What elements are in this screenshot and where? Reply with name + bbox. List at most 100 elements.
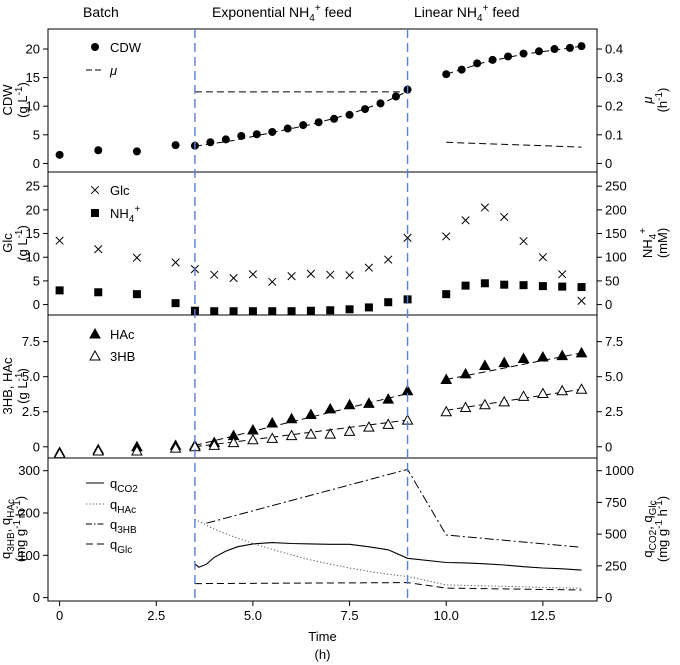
data-point-cdw [55, 150, 64, 159]
data-point-hac [343, 398, 356, 410]
tick-label-right: 0.4 [605, 42, 623, 57]
data-point-nh- [461, 281, 470, 290]
legend-label-mu: μ [109, 63, 117, 78]
panel-frame [47, 457, 598, 602]
data-point-glc [268, 277, 277, 287]
data-point-cdw [206, 138, 215, 147]
tick-label-left: 0 [33, 590, 40, 605]
y-axis-label-nh4-line: (mM) [655, 228, 670, 258]
data-point-hac [382, 393, 395, 404]
data-point-hac [537, 351, 549, 362]
data-point-glc [538, 253, 548, 262]
tick-label-x: 10.0 [434, 608, 459, 623]
data-point-nh- [345, 305, 354, 314]
tick-label-x: 0 [56, 608, 63, 623]
x-axis-unit: (h) [315, 647, 331, 662]
data-point-glc [558, 270, 567, 279]
data-point-3hb [575, 383, 588, 394]
data-point-3hb [266, 432, 279, 443]
tick-label-left: 15 [26, 70, 40, 85]
data-point-cdw [376, 99, 385, 108]
tick-label-left: 15 [26, 226, 40, 241]
data-point-hac [266, 416, 279, 428]
data-point-3hb [131, 444, 143, 456]
tick-label-left: 2.5 [22, 404, 40, 419]
data-point-cdw [171, 141, 180, 150]
data-point-cdw [519, 49, 528, 58]
data-point-glc [403, 233, 412, 242]
data-point-hac [556, 349, 569, 361]
phase-labels: Batch Exponential NH4+ feed Linear NH4+ … [83, 3, 520, 24]
tick-label-x: 12.5 [530, 608, 555, 623]
tick-label-left: 20 [26, 42, 40, 57]
data-point-cdw [237, 131, 246, 140]
data-point-cdw [391, 92, 400, 101]
data-point-glc [229, 273, 238, 283]
data-point-3hb [363, 421, 375, 432]
y-axis-label-nh4: NH4+ (mM) [638, 228, 670, 258]
data-point-hac [479, 359, 491, 370]
series-line-qco2 [194, 542, 582, 571]
data-point-cdw [268, 127, 277, 136]
series-markers [53, 42, 588, 459]
data-point-nh- [210, 307, 219, 316]
data-point-glc [461, 216, 470, 225]
legend-label-nh4: NH4+ [110, 204, 140, 225]
data-point-cdw [550, 45, 559, 54]
legend-marker-hac [89, 327, 101, 339]
data-point-nh- [558, 282, 567, 291]
y-axis-label-cdw-line: (g L-1) [14, 82, 30, 118]
axis-labels: CDW (g L-1)μ(h-1)Glc (g L-1)NH4+ (mM)3HB, H… [0, 82, 670, 662]
data-point-hac [324, 402, 337, 414]
data-point-glc [500, 212, 509, 222]
tick-label-left: 200 [18, 506, 40, 521]
tick-label-right: 0 [605, 297, 612, 312]
tick-label-x: 7.5 [341, 608, 359, 623]
tick-label-x: 5.0 [244, 608, 262, 623]
tick-label-left: 300 [18, 463, 40, 478]
tick-label-right: 0.1 [605, 127, 623, 142]
tick-label-left: 0 [33, 156, 40, 171]
legend-label-q3hb: q3HB [110, 517, 137, 536]
series-line-q3hb [206, 468, 582, 548]
data-point-nh- [171, 299, 180, 308]
data-point-hac [247, 423, 259, 435]
series-lines [194, 45, 582, 591]
data-point-hac [285, 412, 298, 424]
series-line-hac-fit [194, 393, 408, 446]
data-point-cdw [565, 43, 574, 52]
phase-label-linear: Linear NH4+ feed [414, 3, 520, 24]
data-point-hac [459, 367, 472, 379]
legend-label-glc: Glc [110, 183, 130, 198]
data-point-nh- [55, 286, 64, 295]
y-axis-label-mu-line: (h-1) [654, 88, 670, 113]
tick-label-right: 0.3 [605, 70, 623, 85]
series-line-cdw-fit [194, 90, 408, 147]
data-point-3hb [498, 395, 511, 407]
legend-label-qco2: qCO2 [110, 476, 138, 495]
tick-label-left: 10 [26, 250, 40, 265]
data-point-glc [345, 271, 354, 280]
y-axis-label-qco2-qglc: qCO2, qGlc(mg g-1 h-1) [640, 496, 670, 562]
data-point-cdw [330, 114, 339, 123]
data-point-nh- [248, 307, 257, 316]
data-point-glc [519, 236, 528, 246]
data-point-3hb [305, 428, 317, 439]
data-point-nh- [132, 290, 141, 299]
data-point-3hb [459, 401, 472, 413]
data-point-3hb [556, 384, 569, 396]
data-point-hac [363, 397, 375, 408]
legend-label-hac: HAc [110, 327, 135, 342]
legend-marker-3hb [89, 349, 101, 361]
tick-label-right: 0 [605, 439, 612, 454]
x-axis-label: Time [308, 629, 336, 644]
legend-label-qglc: qGlc [110, 537, 132, 556]
data-point-glc [480, 203, 490, 212]
data-point-3hb [343, 425, 356, 436]
data-point-3hb [285, 429, 298, 441]
series-line-qglc [194, 582, 582, 591]
tick-label-right: 7.5 [605, 334, 623, 349]
tick-label-right: 0.2 [605, 99, 623, 114]
data-point-glc [306, 269, 316, 278]
